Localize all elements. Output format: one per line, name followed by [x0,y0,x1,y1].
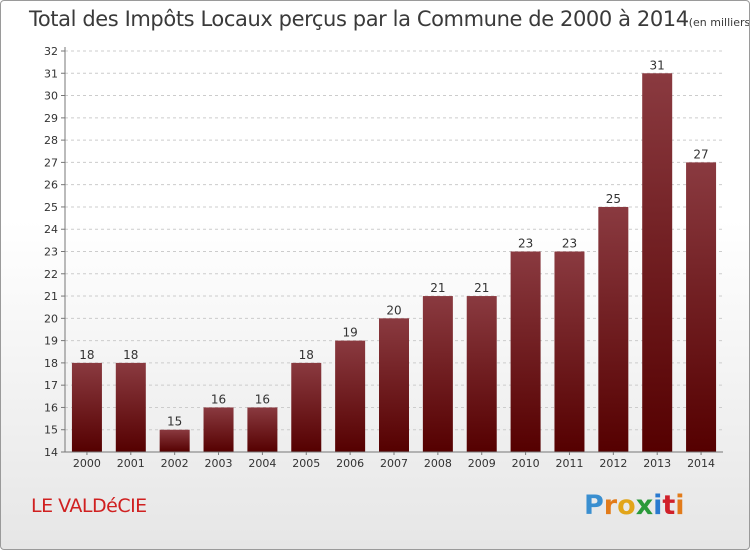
bar [642,73,673,453]
logo-letter: P [584,490,604,521]
x-tick-label: 2008 [424,457,452,470]
bar [291,362,322,452]
bar-value-label: 15 [167,415,182,429]
bar-value-label: 31 [650,58,665,72]
y-tick-label: 16 [44,401,58,414]
bar [466,296,497,452]
y-tick-label: 31 [44,67,58,80]
bar-value-label: 21 [474,281,489,295]
y-tick-label: 24 [44,223,58,236]
x-tick-label: 2012 [599,457,627,470]
logo-letter: o [617,490,636,521]
bar-value-label: 20 [386,303,401,317]
chart-unit: (en milliers d'€) [688,16,750,29]
bar-value-label: 27 [693,147,708,161]
y-tick-label: 26 [44,179,58,192]
x-tick-label: 2013 [643,457,671,470]
y-tick-label: 22 [44,268,58,281]
y-tick-label: 21 [44,290,58,303]
bar-value-label: 21 [430,281,445,295]
logo-letter: r [603,490,618,521]
bar-value-label: 18 [79,348,94,362]
x-tick-label: 2002 [161,457,189,470]
x-tick-label: 2010 [512,457,540,470]
y-tick-label: 27 [44,156,58,169]
y-tick-label: 18 [44,357,58,370]
bar-value-label: 23 [562,237,577,251]
bar [203,407,234,452]
bar [510,251,541,452]
x-tick-label: 2001 [117,457,145,470]
chart-title-text: Total des Impôts Locaux perçus par la Co… [29,7,689,31]
x-tick-label: 2014 [687,457,715,470]
chart-title: Total des Impôts Locaux perçus par la Co… [29,7,750,31]
bar [71,362,102,452]
y-tick-label: 15 [44,424,58,437]
bar-value-label: 23 [518,237,533,251]
y-tick-label: 23 [44,246,58,259]
x-tick-label: 2011 [555,457,583,470]
bar [247,407,278,452]
logo-letter: t [662,490,676,521]
x-tick-label: 2006 [336,457,364,470]
bar [335,340,366,452]
bar [598,206,629,452]
bar-value-label: 16 [211,392,226,406]
y-tick-label: 30 [44,90,58,103]
y-tick-label: 19 [44,335,58,348]
proxiti-logo: Proxiti [584,490,685,521]
y-tick-label: 28 [44,134,58,147]
bar-value-label: 16 [255,392,270,406]
y-tick-label: 17 [44,379,58,392]
bar [159,429,190,452]
y-tick-label: 20 [44,312,58,325]
x-tick-label: 2004 [248,457,276,470]
y-tick-label: 25 [44,201,58,214]
bar-value-label: 25 [606,192,621,206]
x-tick-label: 2005 [292,457,320,470]
bar-value-label: 18 [299,348,314,362]
logo-letter: i [653,490,663,521]
x-tick-label: 2000 [73,457,101,470]
x-tick-label: 2003 [205,457,233,470]
x-tick-label: 2009 [468,457,496,470]
bar-value-label: 18 [123,348,138,362]
bar [554,251,585,452]
bar [422,296,453,452]
y-tick-label: 29 [44,112,58,125]
y-tick-label: 14 [44,446,58,459]
bar [686,162,717,452]
logo-letter: i [675,490,685,521]
commune-name: LE VALDéCIE [31,495,147,517]
bar [115,362,146,452]
bar-value-label: 19 [342,326,357,340]
y-tick-label: 32 [44,45,58,58]
bar [379,318,409,452]
x-tick-label: 2007 [380,457,408,470]
logo-letter: x [635,490,654,521]
